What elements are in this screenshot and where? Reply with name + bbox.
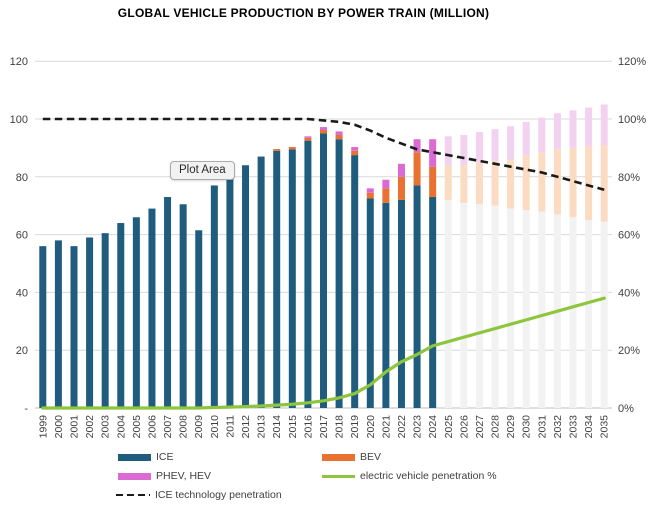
svg-text:80: 80 [16, 172, 28, 184]
svg-text:2019: 2019 [349, 415, 361, 439]
svg-text:2012: 2012 [240, 415, 252, 439]
legend-label-ice: ICE [156, 451, 174, 463]
legend-label-bev: BEV [360, 451, 382, 463]
svg-text:2008: 2008 [178, 415, 190, 439]
svg-text:2026: 2026 [458, 415, 470, 439]
svg-text:2011: 2011 [224, 415, 236, 438]
svg-text:2024: 2024 [427, 415, 439, 439]
svg-text:2001: 2001 [68, 415, 80, 439]
svg-text:2034: 2034 [583, 415, 595, 439]
ev-penetration-line-swatch [322, 474, 355, 478]
legend-label-ice-penetration: ICE technology penetration [155, 489, 282, 501]
svg-text:20: 20 [16, 345, 28, 357]
svg-text:2028: 2028 [490, 415, 502, 439]
ice-penetration-dashed-line-swatch [116, 493, 150, 497]
svg-text:100%: 100% [618, 114, 646, 126]
svg-text:-: - [24, 403, 28, 415]
legend-label-ev-penetration: electric vehicle penetration % [360, 470, 497, 482]
svg-text:2025: 2025 [443, 415, 455, 439]
svg-text:2013: 2013 [256, 415, 268, 439]
plot-area-tooltip: Plot Area [170, 161, 235, 180]
svg-text:2033: 2033 [568, 415, 580, 439]
svg-text:2030: 2030 [521, 415, 533, 439]
svg-text:2022: 2022 [396, 415, 408, 439]
svg-text:2017: 2017 [318, 415, 330, 439]
svg-text:2031: 2031 [536, 415, 548, 439]
svg-text:100: 100 [10, 114, 28, 126]
legend-item-ice: ICE [118, 451, 174, 463]
svg-text:2027: 2027 [474, 415, 486, 439]
svg-text:2023: 2023 [412, 415, 424, 439]
svg-text:40%: 40% [618, 287, 640, 299]
svg-text:2018: 2018 [334, 415, 346, 439]
svg-text:2016: 2016 [302, 415, 314, 439]
svg-text:60: 60 [16, 230, 28, 242]
legend-item-bev: BEV [322, 451, 381, 463]
svg-text:2003: 2003 [100, 415, 112, 439]
svg-text:60%: 60% [618, 230, 640, 242]
svg-text:120%: 120% [618, 56, 646, 68]
svg-text:2009: 2009 [193, 415, 205, 439]
bev-swatch [322, 453, 355, 461]
legend-item-phev-hev: PHEV, HEV [118, 470, 211, 482]
svg-text:20%: 20% [618, 345, 640, 357]
svg-text:80%: 80% [618, 172, 640, 184]
svg-text:2021: 2021 [380, 415, 392, 439]
svg-text:2004: 2004 [115, 415, 127, 439]
svg-text:2014: 2014 [271, 415, 283, 439]
svg-text:0%: 0% [618, 403, 634, 415]
svg-text:2015: 2015 [287, 415, 299, 439]
legend-item-ice-penetration: ICE technology penetration [116, 489, 282, 501]
svg-text:1999: 1999 [37, 415, 49, 439]
legend-label-phev-hev: PHEV, HEV [156, 470, 212, 482]
svg-text:2035: 2035 [599, 415, 611, 439]
svg-text:2006: 2006 [146, 415, 158, 439]
svg-text:2020: 2020 [365, 415, 377, 439]
svg-text:2010: 2010 [209, 415, 221, 439]
svg-text:2005: 2005 [131, 415, 143, 439]
svg-text:2000: 2000 [53, 415, 65, 439]
svg-text:2029: 2029 [505, 415, 517, 439]
ice-swatch [118, 453, 151, 461]
svg-text:2002: 2002 [84, 415, 96, 439]
phev-hev-swatch [118, 472, 151, 480]
svg-text:120: 120 [10, 56, 28, 68]
svg-text:40: 40 [16, 287, 28, 299]
legend-item-ev-penetration: electric vehicle penetration % [322, 470, 497, 482]
chart-title: GLOBAL VEHICLE PRODUCTION BY POWER TRAIN… [117, 6, 490, 20]
svg-text:2007: 2007 [162, 415, 174, 439]
svg-text:2032: 2032 [552, 415, 564, 439]
